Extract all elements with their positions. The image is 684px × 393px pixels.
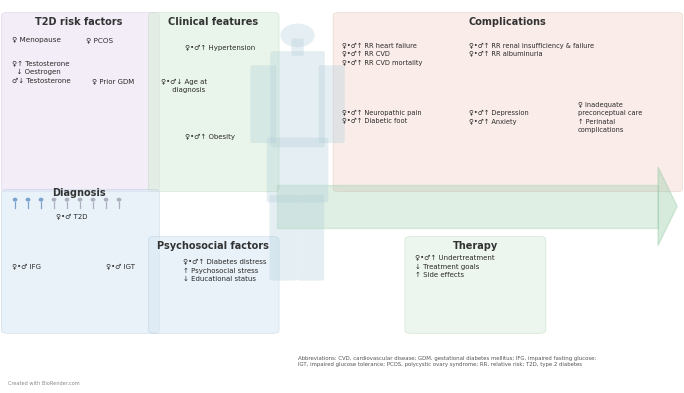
Text: ♀•♂↑ Depression
♀•♂↑ Anxiety: ♀•♂↑ Depression ♀•♂↑ Anxiety xyxy=(469,110,528,125)
Ellipse shape xyxy=(103,198,108,202)
Text: ♀•♂↑ Neuropathic pain
♀•♂↑ Diabetic foot: ♀•♂↑ Neuropathic pain ♀•♂↑ Diabetic foot xyxy=(342,110,421,125)
FancyBboxPatch shape xyxy=(267,138,328,202)
Text: Clinical features: Clinical features xyxy=(168,17,259,27)
Text: ♀•♂↑ Undertreatment
↓ Treatment goals
↑ Side effects: ♀•♂↑ Undertreatment ↓ Treatment goals ↑ … xyxy=(415,255,495,278)
Text: ♀•♂↑ Hypertension: ♀•♂↑ Hypertension xyxy=(185,45,255,51)
Text: ♀•♂↓ Age at
     diagnosis: ♀•♂↓ Age at diagnosis xyxy=(161,79,207,93)
FancyBboxPatch shape xyxy=(148,13,279,192)
Ellipse shape xyxy=(38,198,43,202)
Ellipse shape xyxy=(116,198,122,202)
Text: Diagnosis: Diagnosis xyxy=(52,188,105,198)
Text: ♀•♂↑ Diabetes distress
↑ Psychosocial stress
↓ Educational status: ♀•♂↑ Diabetes distress ↑ Psychosocial st… xyxy=(183,259,267,282)
FancyBboxPatch shape xyxy=(319,65,345,143)
Polygon shape xyxy=(658,167,677,246)
FancyBboxPatch shape xyxy=(1,13,159,192)
FancyBboxPatch shape xyxy=(297,195,324,281)
FancyBboxPatch shape xyxy=(291,39,304,56)
Text: Abbreviations: CVD, cardiovascular disease; GDM, gestational diabetes mellitus; : Abbreviations: CVD, cardiovascular disea… xyxy=(298,356,596,367)
FancyBboxPatch shape xyxy=(405,237,546,333)
Text: ♀•♂↑ RR heart failure
♀•♂↑ RR CVD
♀•♂↑ RR CVD mortality: ♀•♂↑ RR heart failure ♀•♂↑ RR CVD ♀•♂↑ R… xyxy=(342,43,423,66)
Ellipse shape xyxy=(12,198,18,202)
Text: ♀•♂↑ RR renal insufficiency & failure
♀•♂↑ RR albuminuria: ♀•♂↑ RR renal insufficiency & failure ♀•… xyxy=(469,43,594,58)
Ellipse shape xyxy=(90,198,95,202)
Text: ♀↑ Testosterone
  ↓ Oestrogen
♂↓ Testosterone: ♀↑ Testosterone ↓ Oestrogen ♂↓ Testoster… xyxy=(12,61,71,84)
Ellipse shape xyxy=(280,24,315,47)
FancyBboxPatch shape xyxy=(270,51,325,147)
Text: ♀ Menopause: ♀ Menopause xyxy=(12,37,62,43)
Text: T2D risk factors: T2D risk factors xyxy=(35,17,122,27)
Ellipse shape xyxy=(77,198,82,202)
FancyBboxPatch shape xyxy=(333,13,683,192)
Text: ♀•♂ T2D: ♀•♂ T2D xyxy=(56,213,88,219)
FancyBboxPatch shape xyxy=(1,189,159,333)
Ellipse shape xyxy=(64,198,70,202)
Text: ♀•♂↑ Obesity: ♀•♂↑ Obesity xyxy=(185,134,235,140)
Ellipse shape xyxy=(51,198,56,202)
Text: ♀•♂ IGT: ♀•♂ IGT xyxy=(106,263,135,269)
FancyBboxPatch shape xyxy=(269,195,297,281)
Text: ♀•♂ IFG: ♀•♂ IFG xyxy=(12,263,41,269)
Text: ♀ Prior GDM: ♀ Prior GDM xyxy=(92,79,135,84)
FancyBboxPatch shape xyxy=(148,237,279,333)
FancyBboxPatch shape xyxy=(250,65,276,143)
Text: Complications: Complications xyxy=(469,17,547,27)
Text: ♀ PCOS: ♀ PCOS xyxy=(86,37,113,43)
Text: Psychosocial factors: Psychosocial factors xyxy=(157,241,269,251)
Text: Therapy: Therapy xyxy=(453,241,498,251)
Text: ♀ Inadequate
preconceptual care
↑ Perinatal
complications: ♀ Inadequate preconceptual care ↑ Perina… xyxy=(578,102,642,133)
Text: Created with BioRender.com: Created with BioRender.com xyxy=(8,381,80,386)
Ellipse shape xyxy=(26,198,30,202)
